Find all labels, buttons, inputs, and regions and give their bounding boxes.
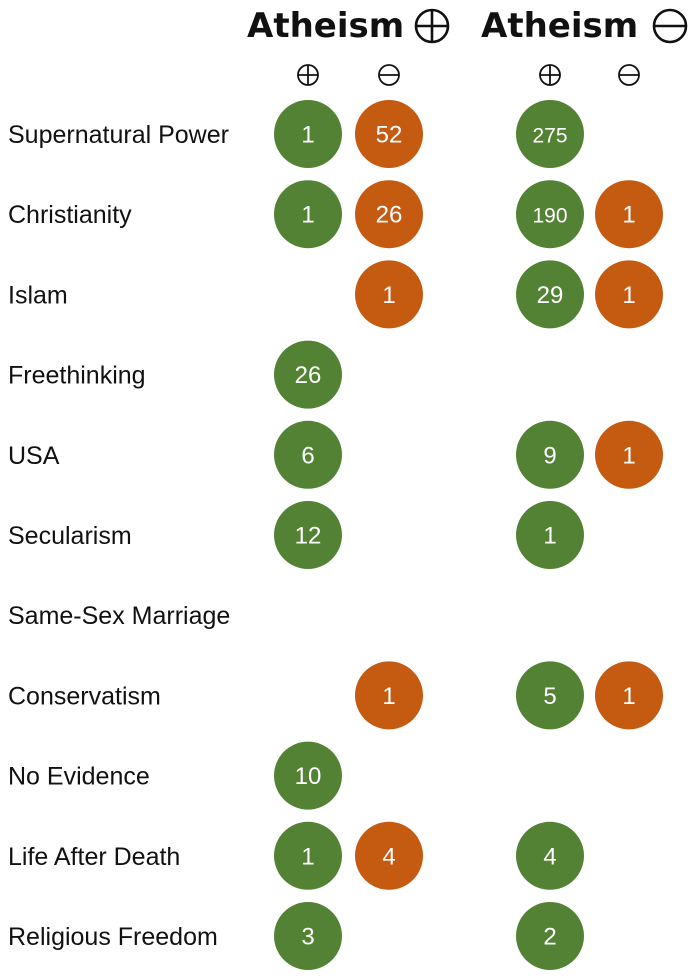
dot-favor: [274, 180, 342, 249]
dot-value-label: 1: [301, 202, 314, 229]
row-label: Supernatural Power: [8, 121, 229, 149]
dot-value-label: 6: [301, 442, 314, 469]
group-title-favor: Atheism: [247, 6, 404, 46]
dot-favor: [516, 902, 584, 970]
row-label: Life After Death: [8, 843, 180, 871]
column-against-symbol-icon: [378, 64, 400, 86]
dot-against: [355, 260, 423, 329]
dot-value-label: 9: [543, 442, 556, 469]
dot-favor: [516, 100, 584, 168]
group-title-against: Atheism: [481, 6, 638, 46]
dot-value-label: 1: [543, 523, 556, 550]
dot-value-label: 1: [382, 282, 395, 309]
dot-against: [595, 661, 663, 730]
dot-favor: [274, 741, 342, 810]
dot-value-label: 190: [532, 205, 567, 228]
dot-against: [355, 821, 423, 890]
dot-value-label: 1: [622, 202, 635, 229]
dot-favor: [274, 420, 342, 489]
dot-favor: [516, 180, 584, 249]
dot-favor: [516, 821, 584, 890]
dot-against: [595, 260, 663, 329]
dot-favor: [274, 902, 342, 970]
dot-value-label: 4: [382, 843, 395, 870]
dot-favor: [274, 100, 342, 168]
dot-value-label: 1: [622, 683, 635, 710]
dot-value-label: 1: [622, 442, 635, 469]
dot-value-label: 1: [382, 683, 395, 710]
dot-against: [355, 100, 423, 168]
dot-against: [355, 180, 423, 249]
dot-favor: [516, 420, 584, 489]
row-label: Secularism: [8, 522, 132, 550]
row-label: No Evidence: [8, 763, 150, 791]
dot-favor: [274, 821, 342, 890]
dot-against: [355, 661, 423, 730]
column-favor-symbol-icon: [297, 64, 319, 86]
row-label: USA: [8, 442, 60, 470]
dot-value-label: 2: [543, 924, 556, 951]
dot-value-label: 3: [301, 924, 314, 951]
dot-value-label: 275: [532, 125, 567, 148]
column-against-symbol-icon: [618, 64, 640, 86]
column-favor-symbol-icon: [539, 64, 561, 86]
dot-against: [595, 420, 663, 489]
dot-value-label: 29: [537, 282, 564, 309]
dot-favor: [274, 340, 342, 409]
dot-value-label: 1: [622, 282, 635, 309]
row-label: Freethinking: [8, 362, 146, 390]
dot-value-label: 1: [301, 122, 314, 149]
dot-value-label: 5: [543, 683, 556, 710]
dot-favor: [516, 501, 584, 569]
row-label: Islam: [8, 281, 68, 309]
row-label: Conservatism: [8, 682, 161, 710]
group-against-symbol-icon: [652, 8, 688, 44]
dot-favor: [516, 661, 584, 730]
dot-favor: [516, 260, 584, 329]
row-label: Same-Sex Marriage: [8, 602, 230, 630]
dot-value-label: 1: [301, 843, 314, 870]
dot-favor: [274, 501, 342, 569]
dot-value-label: 26: [295, 362, 322, 389]
dot-value-label: 4: [543, 843, 556, 870]
row-label: Religious Freedom: [8, 923, 218, 951]
dot-value-label: 10: [295, 763, 322, 790]
dot-value-label: 12: [295, 523, 322, 550]
dot-against: [595, 180, 663, 249]
row-label: Christianity: [8, 201, 132, 229]
dot-value-label: 52: [376, 122, 403, 149]
dot-value-label: 26: [376, 202, 403, 229]
group-favor-symbol-icon: [414, 8, 450, 44]
